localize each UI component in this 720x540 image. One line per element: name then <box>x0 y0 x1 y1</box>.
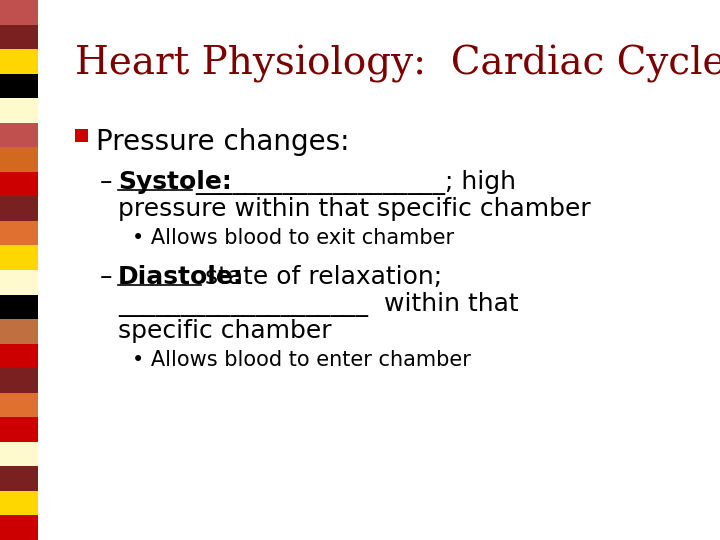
Text: –: – <box>100 170 112 194</box>
Bar <box>0 516 38 540</box>
Bar <box>0 221 38 246</box>
Text: Heart Physiology:  Cardiac Cycle: Heart Physiology: Cardiac Cycle <box>75 45 720 83</box>
Text: pressure within that specific chamber: pressure within that specific chamber <box>118 197 590 221</box>
Text: Systole:: Systole: <box>118 170 232 194</box>
Bar <box>0 393 38 417</box>
Bar <box>75 129 88 141</box>
Bar <box>0 343 38 368</box>
Bar <box>0 147 38 172</box>
Bar <box>0 442 38 467</box>
Bar <box>0 491 38 516</box>
Bar <box>0 246 38 270</box>
Bar <box>0 98 38 123</box>
Bar <box>0 73 38 98</box>
Text: Pressure changes:: Pressure changes: <box>96 129 349 157</box>
Bar <box>0 417 38 442</box>
Text: • Allows blood to exit chamber: • Allows blood to exit chamber <box>132 228 454 248</box>
Text: specific chamber: specific chamber <box>118 319 332 343</box>
Text: state of relaxation;: state of relaxation; <box>205 265 442 289</box>
Bar <box>0 368 38 393</box>
Bar <box>0 172 38 197</box>
Bar <box>0 123 38 147</box>
Bar <box>0 24 38 49</box>
Bar <box>0 467 38 491</box>
Bar <box>0 0 38 24</box>
Bar <box>0 319 38 343</box>
Text: ____________________  within that: ____________________ within that <box>118 292 518 317</box>
Text: Diastole:: Diastole: <box>118 265 244 289</box>
Bar <box>0 294 38 319</box>
Bar <box>0 270 38 294</box>
Bar <box>0 49 38 73</box>
Text: –: – <box>100 265 112 289</box>
Text: • Allows blood to enter chamber: • Allows blood to enter chamber <box>132 350 471 370</box>
Text: ____________________; high: ____________________; high <box>195 170 516 195</box>
Bar <box>0 197 38 221</box>
